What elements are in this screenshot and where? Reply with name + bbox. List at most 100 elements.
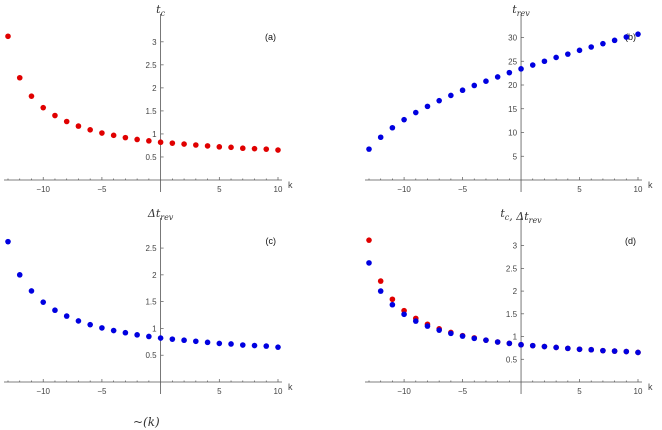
data-point-series-1 — [275, 147, 281, 153]
data-point-series-1 — [169, 140, 176, 146]
panel-label: (a) — [265, 32, 276, 42]
data-point-series-1 — [134, 332, 140, 338]
data-point-series-1 — [377, 134, 384, 141]
data-point-series-1 — [87, 321, 93, 328]
data-point-series-1 — [459, 87, 466, 94]
data-point-series-1 — [193, 338, 199, 345]
y-tick-label: 1.5 — [145, 107, 157, 116]
data-point-series-2 — [389, 301, 396, 308]
y-tick-label: 2.5 — [145, 244, 157, 253]
x-tick-label: 5 — [217, 387, 222, 396]
data-point-series-1 — [216, 340, 223, 347]
data-point-series-1 — [623, 34, 630, 40]
data-point-series-1 — [471, 82, 478, 89]
data-point-series-1 — [169, 336, 176, 342]
data-point-series-1 — [600, 40, 606, 47]
data-point-series-1 — [228, 144, 234, 151]
caption-text: ~(k) — [133, 415, 160, 429]
x-tick-label: 10 — [274, 387, 283, 396]
data-point-series-1 — [588, 44, 595, 50]
data-point-series-2 — [541, 343, 548, 350]
data-point-series-1 — [251, 342, 258, 349]
data-point-series-1 — [157, 139, 164, 146]
data-point-series-2 — [529, 342, 536, 349]
data-point-series-1 — [204, 143, 211, 149]
data-point-series-1 — [553, 54, 559, 61]
data-point-series-2 — [518, 341, 524, 348]
data-point-series-1 — [541, 58, 548, 65]
data-point-series-1 — [216, 144, 223, 150]
x-axis-label: k — [288, 180, 293, 190]
data-point-series-2 — [448, 330, 454, 337]
x-tick-label: 5 — [577, 387, 582, 396]
x-tick-label: −5 — [458, 387, 468, 396]
data-point-series-1 — [576, 47, 583, 54]
data-point-series-1 — [193, 142, 199, 148]
x-tick-label: −5 — [458, 185, 468, 194]
data-point-series-2 — [611, 348, 618, 354]
y-tick-label: 1 — [513, 333, 518, 342]
data-point-series-2 — [436, 327, 442, 333]
y-tick-label: 3 — [152, 38, 157, 47]
y-tick-label: 0.5 — [145, 153, 157, 162]
panel-label: (d) — [625, 236, 636, 246]
data-point-series-1 — [5, 238, 11, 245]
data-point-series-1 — [483, 78, 489, 84]
x-tick-label: −10 — [397, 185, 411, 194]
panel-title: trev — [512, 3, 530, 18]
data-point-series-1 — [263, 146, 270, 152]
x-tick-label: 10 — [634, 185, 643, 194]
x-axis-label: k — [648, 180, 653, 190]
data-point-series-1 — [28, 288, 35, 294]
data-point-series-1 — [239, 342, 246, 348]
data-point-series-1 — [16, 74, 23, 81]
data-point-series-1 — [529, 62, 536, 68]
data-point-series-1 — [377, 278, 384, 284]
chart-panel-2: −10 −5 5 10 5 10 15 20 25 30 trev (b) k — [365, 3, 653, 194]
data-point-series-2 — [424, 323, 431, 329]
data-point-series-1 — [28, 93, 35, 99]
data-point-series-1 — [494, 74, 501, 80]
data-point-series-1 — [52, 307, 58, 314]
data-point-series-1 — [181, 337, 187, 344]
data-point-series-1 — [518, 66, 524, 72]
x-axis-label: k — [648, 382, 653, 392]
data-point-series-2 — [471, 335, 478, 342]
x-tick-label: 10 — [274, 185, 283, 194]
data-point-series-1 — [424, 103, 431, 110]
data-point-series-2 — [494, 339, 501, 345]
data-point-series-1 — [110, 327, 117, 334]
data-point-series-1 — [275, 344, 281, 350]
data-point-series-1 — [122, 329, 129, 336]
panel-title: Δtrev — [147, 207, 174, 222]
data-point-series-2 — [565, 345, 571, 352]
data-point-series-1 — [63, 313, 70, 319]
x-tick-label: 5 — [217, 185, 222, 194]
data-point-series-2 — [623, 348, 630, 355]
y-tick-label: 2 — [152, 84, 157, 93]
y-tick-label: 2 — [513, 287, 518, 296]
panel-title: tc — [156, 3, 165, 18]
y-tick-label: 20 — [508, 81, 517, 90]
data-point-series-2 — [600, 347, 606, 354]
data-point-series-1 — [506, 69, 513, 76]
data-point-series-1 — [635, 31, 641, 37]
data-point-series-1 — [63, 118, 70, 125]
data-point-series-1 — [611, 37, 618, 44]
y-tick-label: 2 — [152, 271, 157, 280]
y-tick-label: 5 — [513, 152, 518, 161]
y-tick-label: 1 — [152, 130, 157, 139]
data-point-series-1 — [157, 335, 164, 341]
panel-label: (b) — [625, 32, 636, 42]
data-point-series-2 — [377, 288, 384, 294]
data-point-series-1 — [401, 116, 407, 123]
data-point-series-1 — [448, 92, 454, 99]
data-point-series-1 — [146, 333, 152, 340]
data-point-series-1 — [16, 272, 23, 278]
data-point-series-1 — [122, 134, 129, 141]
data-point-series-1 — [389, 124, 396, 131]
y-tick-label: 10 — [508, 129, 517, 138]
data-point-series-1 — [40, 299, 47, 305]
data-point-series-1 — [99, 325, 105, 331]
